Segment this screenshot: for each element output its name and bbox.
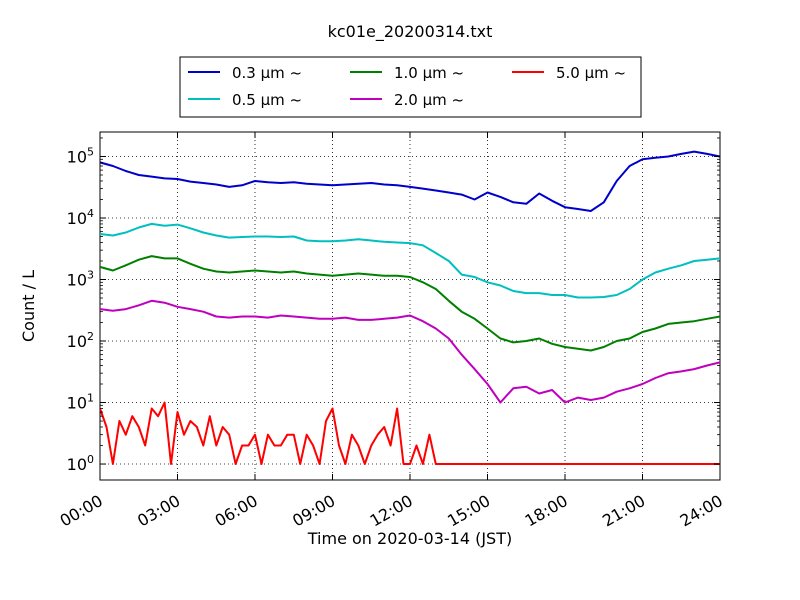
x-tick-label: 00:00 bbox=[57, 491, 106, 531]
y-tick-label: 102 bbox=[67, 330, 94, 351]
x-tick-label: 24:00 bbox=[677, 491, 726, 531]
x-tick-label: 12:00 bbox=[367, 491, 416, 531]
y-tick-label: 105 bbox=[67, 145, 94, 166]
series-layer bbox=[100, 150, 720, 465]
chart-title: kc01e_20200314.txt bbox=[328, 22, 493, 42]
y-tick-label: 101 bbox=[67, 392, 94, 413]
x-tick-label: 09:00 bbox=[289, 491, 338, 531]
legend-label: 2.0 μm ~ bbox=[394, 91, 464, 109]
legend-label: 1.0 μm ~ bbox=[394, 64, 464, 82]
x-tick-label: 15:00 bbox=[444, 491, 493, 531]
x-tick-label: 03:00 bbox=[134, 491, 183, 531]
legend: 0.3 μm ~ 0.5 μm ~ 1.0 μm ~ 2.0 μm ~ 5.0 μm ~ bbox=[179, 56, 642, 118]
legend-label: 0.3 μm ~ bbox=[232, 64, 302, 82]
y-tick-label: 100 bbox=[67, 453, 94, 474]
x-tick-label: 18:00 bbox=[522, 491, 571, 531]
y-tick-label: 104 bbox=[67, 207, 94, 228]
x-axis-label: Time on 2020-03-14 (JST) bbox=[307, 529, 512, 548]
legend-label: 0.5 μm ~ bbox=[232, 91, 302, 109]
x-tick-label: 06:00 bbox=[212, 491, 261, 531]
legend-box bbox=[179, 56, 642, 118]
plot-area bbox=[99, 131, 721, 481]
legend-label: 5.0 μm ~ bbox=[556, 64, 626, 82]
y-axis-label: Count / L bbox=[19, 270, 38, 342]
y-tick-label: 103 bbox=[67, 268, 94, 289]
x-tick-label: 21:00 bbox=[599, 491, 648, 531]
